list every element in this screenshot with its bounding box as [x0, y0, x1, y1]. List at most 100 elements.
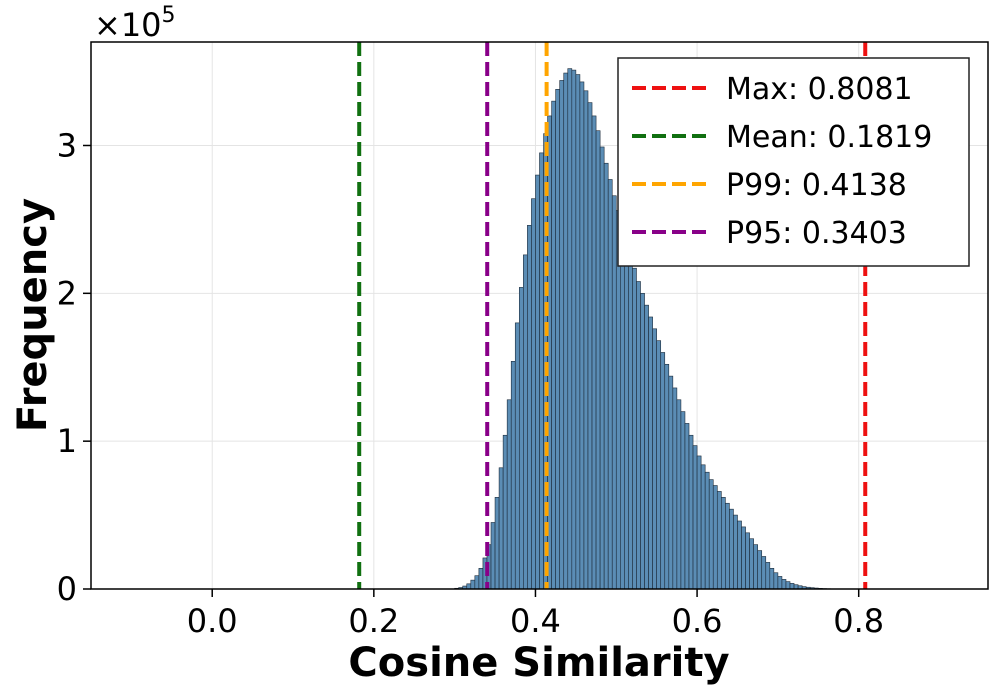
histogram-bar	[571, 69, 577, 590]
x-axis-title: Cosine Similarity	[348, 640, 729, 686]
histogram-bar	[523, 254, 528, 590]
y-tick-label-0: 0	[57, 570, 77, 608]
histogram-bar	[478, 568, 484, 590]
x-tick-label-1: 0.2	[348, 602, 399, 640]
histogram-bar	[700, 464, 706, 590]
histogram-bar	[781, 579, 787, 590]
histogram-bar	[640, 293, 645, 590]
histogram-bar	[514, 322, 520, 590]
x-axis-ticks: 0.0 0.2 0.4 0.6 0.8	[187, 589, 884, 640]
histogram-bar	[587, 102, 593, 590]
mean-legend-label: Mean: 0.1819	[726, 120, 932, 155]
histogram-bar	[644, 304, 649, 590]
histogram-bar	[490, 522, 496, 590]
histogram-bar	[518, 287, 524, 590]
histogram-bar	[725, 502, 730, 590]
histogram-bar	[660, 352, 666, 590]
histogram-bar	[729, 508, 734, 590]
histogram-bar	[591, 115, 597, 590]
histogram-bar	[745, 532, 750, 590]
histogram-bar	[753, 544, 758, 590]
plot-frame	[90, 41, 989, 590]
y-tick-label-2: 2	[57, 274, 77, 312]
histogram-bar	[502, 434, 508, 590]
histogram-bar	[737, 520, 742, 590]
histogram-bar	[539, 152, 544, 590]
y-tick-label-3: 3	[57, 126, 77, 164]
histogram-bar	[563, 72, 569, 590]
histogram-bar	[696, 455, 702, 590]
histogram-bar	[555, 89, 561, 590]
p99-legend-label: P99: 0.4138	[726, 168, 907, 203]
histogram-bar	[761, 556, 767, 590]
histogram-bar	[749, 538, 754, 590]
histogram-bar	[624, 239, 629, 590]
y-scale-offset-label: ×105	[94, 3, 176, 44]
histogram-bar	[789, 583, 795, 590]
histogram-bar	[632, 267, 637, 590]
histogram-bar	[466, 583, 472, 590]
x-tick-label-0: 0.0	[187, 602, 238, 640]
histogram-bar	[603, 162, 609, 590]
histogram-bar	[559, 80, 565, 590]
histogram-bar	[579, 81, 585, 590]
histogram-bar	[672, 387, 678, 590]
histogram-bar	[620, 225, 625, 590]
histogram-bar	[474, 575, 480, 590]
histogram-bar	[652, 328, 657, 590]
histogram-bar	[599, 146, 605, 590]
histogram-bar	[551, 100, 556, 590]
histogram-bar	[676, 399, 682, 590]
histogram-bar	[721, 497, 726, 590]
histogram-bar	[785, 581, 791, 590]
histogram-bar	[704, 471, 710, 590]
histogram-bar	[757, 550, 763, 590]
histogram-bar	[543, 133, 548, 590]
histogram-bar	[769, 568, 775, 590]
histogram-bar	[615, 210, 621, 590]
histogram-bar	[664, 363, 670, 590]
histogram-bar	[684, 423, 690, 590]
histogram-bars	[454, 68, 868, 590]
histogram-bar	[535, 174, 540, 590]
histogram-bar	[656, 340, 662, 590]
x-tick-label-2: 0.4	[510, 602, 561, 640]
histogram-bar	[470, 579, 476, 590]
histogram-bar	[510, 361, 516, 590]
histogram-bar	[648, 316, 653, 590]
histogram-bar	[716, 491, 722, 590]
y-axis-ticks: 0 1 2 3	[57, 126, 91, 608]
histogram-bar	[708, 479, 714, 590]
histogram-bar	[668, 375, 674, 590]
histogram-bar	[773, 572, 779, 590]
histogram-bar	[575, 74, 581, 590]
histogram-bar	[692, 445, 698, 590]
y-axis-title: Frequency	[10, 198, 56, 432]
histogram-bar	[527, 225, 532, 590]
histogram-bar	[636, 281, 641, 590]
histogram-bar	[607, 179, 613, 590]
histogram-bar	[688, 434, 694, 590]
histogram-bar	[583, 90, 589, 590]
histogram-bar	[531, 198, 536, 590]
p95-legend-label: P95: 0.3403	[726, 216, 907, 251]
histogram-bar	[611, 195, 617, 590]
histogram-bar	[628, 254, 633, 590]
max-legend-label: Max: 0.8081	[726, 72, 913, 107]
histogram-bar	[595, 130, 601, 590]
histogram-bar	[494, 497, 500, 590]
y-scale-exponent: 5	[162, 3, 176, 28]
histogram-bar	[777, 576, 783, 590]
x-tick-label-3: 0.6	[672, 602, 723, 640]
legend: Max: 0.8081 Mean: 0.1819 P99: 0.4138 P95: 0…	[617, 57, 970, 267]
histogram-bar	[680, 411, 686, 590]
y-scale-base: ×10	[94, 6, 162, 44]
y-tick-label-1: 1	[57, 422, 77, 460]
histogram-bar	[498, 467, 504, 590]
histogram-bar	[506, 399, 512, 590]
histogram-bar	[733, 514, 738, 590]
x-tick-label-4: 0.8	[833, 602, 884, 640]
histogram-bar	[567, 68, 573, 590]
histogram-bar	[741, 526, 746, 590]
